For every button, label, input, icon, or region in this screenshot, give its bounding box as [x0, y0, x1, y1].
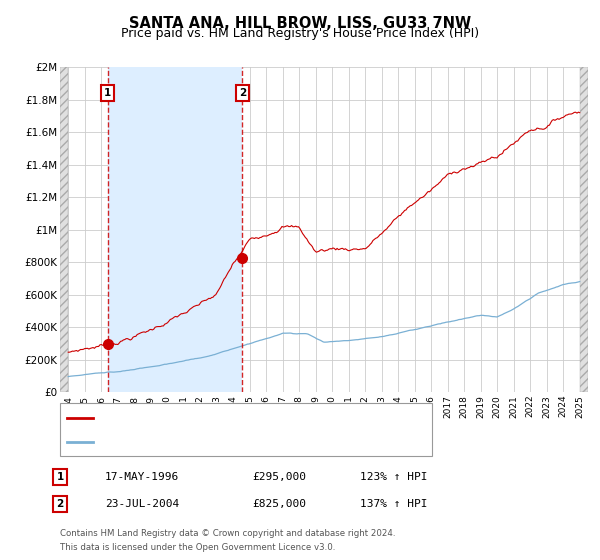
Text: 2: 2	[56, 499, 64, 509]
Text: 1: 1	[56, 472, 64, 482]
Text: £825,000: £825,000	[252, 499, 306, 509]
Text: SANTA ANA, HILL BROW, LISS, GU33 7NW (detached house): SANTA ANA, HILL BROW, LISS, GU33 7NW (de…	[97, 413, 409, 423]
Text: 123% ↑ HPI: 123% ↑ HPI	[360, 472, 427, 482]
Text: This data is licensed under the Open Government Licence v3.0.: This data is licensed under the Open Gov…	[60, 543, 335, 552]
Text: Contains HM Land Registry data © Crown copyright and database right 2024.: Contains HM Land Registry data © Crown c…	[60, 529, 395, 538]
Bar	[107, 67, 242, 392]
Text: 137% ↑ HPI: 137% ↑ HPI	[360, 499, 427, 509]
Text: 17-MAY-1996: 17-MAY-1996	[105, 472, 179, 482]
Text: 2: 2	[239, 88, 246, 98]
Text: Price paid vs. HM Land Registry's House Price Index (HPI): Price paid vs. HM Land Registry's House …	[121, 27, 479, 40]
Text: 23-JUL-2004: 23-JUL-2004	[105, 499, 179, 509]
Text: 1: 1	[104, 88, 111, 98]
Text: HPI: Average price, detached house, Chichester: HPI: Average price, detached house, Chic…	[97, 436, 346, 446]
Text: £295,000: £295,000	[252, 472, 306, 482]
Text: SANTA ANA, HILL BROW, LISS, GU33 7NW: SANTA ANA, HILL BROW, LISS, GU33 7NW	[129, 16, 471, 31]
